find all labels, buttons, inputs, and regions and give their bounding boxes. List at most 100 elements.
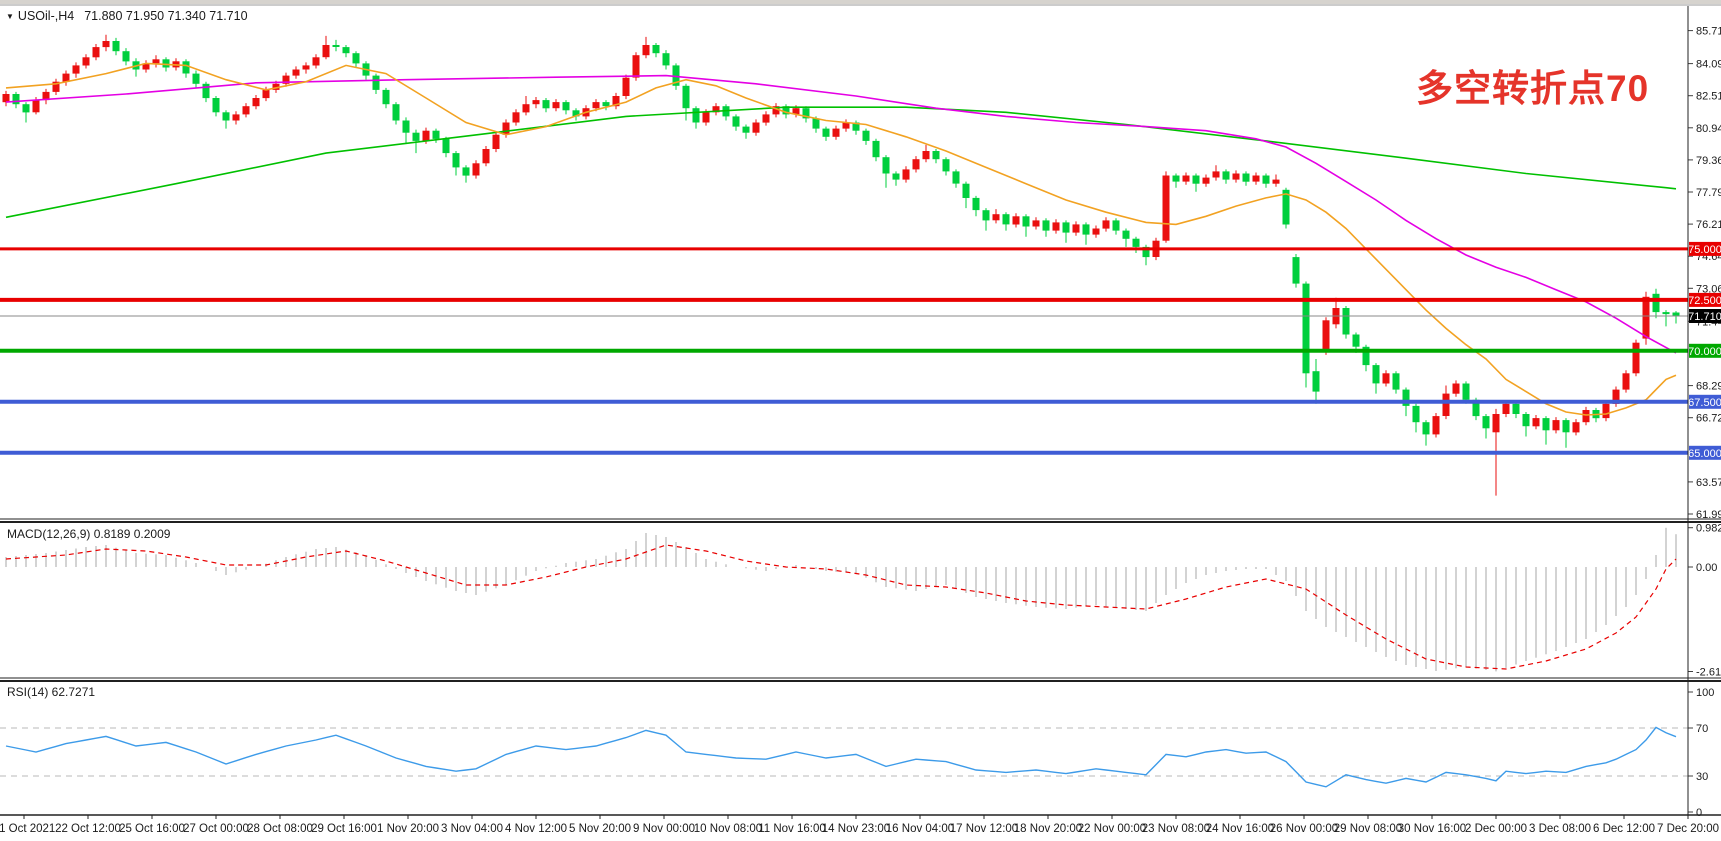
price-axis-label: 63.570 bbox=[1696, 477, 1721, 489]
candle-body bbox=[1662, 312, 1670, 315]
time-axis-label: 22 Nov 00:00 bbox=[1078, 823, 1146, 835]
candle-body bbox=[912, 159, 920, 170]
candle-body bbox=[1192, 175, 1200, 184]
candle-body bbox=[1272, 179, 1280, 184]
candle-body bbox=[1232, 173, 1240, 180]
candle-body bbox=[532, 100, 540, 105]
price-badge-label-71.710: 71.710 bbox=[1688, 311, 1721, 323]
price-axis-label: 76.215 bbox=[1696, 219, 1721, 231]
candle-body bbox=[462, 167, 470, 176]
candle-body bbox=[202, 83, 210, 99]
candle-body bbox=[812, 118, 820, 129]
candle-body bbox=[1022, 216, 1030, 227]
candle-body bbox=[1302, 283, 1310, 374]
candle-body bbox=[142, 63, 150, 70]
time-axis-label: 5 Nov 20:00 bbox=[569, 823, 631, 835]
rsi-indicator-label: RSI(14) 62.7271 bbox=[7, 685, 96, 699]
candle-body bbox=[1512, 403, 1520, 414]
candle-body bbox=[1382, 373, 1390, 384]
candle-body bbox=[1122, 230, 1130, 239]
candle-body bbox=[962, 183, 970, 198]
candle-body bbox=[1372, 365, 1380, 384]
time-axis-label: 2 Dec 00:00 bbox=[1465, 823, 1527, 835]
rsi-axis-label: 30 bbox=[1696, 771, 1708, 783]
time-axis-label: 24 Nov 16:00 bbox=[1206, 823, 1274, 835]
candle-body bbox=[1102, 220, 1110, 229]
candle-body bbox=[432, 130, 440, 139]
macd-axis-label: 0.9823 bbox=[1696, 523, 1721, 535]
candle-body bbox=[332, 45, 340, 47]
price-badge-67.500 bbox=[1689, 394, 1721, 409]
candle-body bbox=[1072, 224, 1080, 233]
candle-body bbox=[1242, 173, 1250, 182]
ma-fast-orange bbox=[5, 62, 1677, 416]
candle-body bbox=[92, 47, 100, 58]
price-axis-label: 85.710 bbox=[1696, 26, 1721, 38]
candle-body bbox=[1182, 175, 1190, 182]
time-axis-label: 4 Nov 12:00 bbox=[505, 823, 567, 835]
candle-body bbox=[1552, 420, 1560, 431]
candle-body bbox=[182, 61, 190, 74]
candle-body bbox=[242, 106, 250, 115]
candle-body bbox=[392, 104, 400, 121]
candle-body bbox=[1142, 246, 1150, 258]
candle-body bbox=[1342, 308, 1350, 335]
price-axis-label: 66.720 bbox=[1696, 413, 1721, 425]
candle-body bbox=[792, 108, 800, 115]
window-top-strip bbox=[0, 0, 1721, 4]
candle-body bbox=[1462, 383, 1470, 400]
time-axis-label: 23 Nov 08:00 bbox=[1142, 823, 1210, 835]
main-plot-area[interactable] bbox=[0, 6, 1688, 518]
price-axis-label: 68.295 bbox=[1696, 381, 1721, 393]
price-badge-65.000 bbox=[1689, 445, 1721, 460]
candle-body bbox=[82, 57, 90, 66]
candle-body bbox=[882, 157, 890, 174]
candle-body bbox=[312, 57, 320, 66]
candle-body bbox=[352, 53, 360, 64]
candle-body bbox=[442, 138, 450, 154]
price-axis-label: 79.365 bbox=[1696, 155, 1721, 167]
time-axis-label: 14 Nov 23:00 bbox=[822, 823, 890, 835]
rsi-plot-area[interactable] bbox=[0, 682, 1688, 814]
time-axis-label: 18 Nov 20:00 bbox=[1014, 823, 1082, 835]
candle-body bbox=[542, 100, 550, 109]
candle-body bbox=[1052, 222, 1060, 231]
candle-body bbox=[572, 110, 580, 117]
candle-body bbox=[982, 210, 990, 221]
candle-body bbox=[22, 104, 30, 113]
candle-body bbox=[1452, 383, 1460, 394]
macd-axis-label: 0.00 bbox=[1696, 562, 1717, 574]
time-axis-area[interactable] bbox=[0, 816, 1721, 841]
candle-body bbox=[1012, 216, 1020, 225]
candle-body bbox=[1212, 171, 1220, 178]
time-axis-label: 7 Dec 20:00 bbox=[1657, 823, 1719, 835]
candle-body bbox=[1502, 403, 1510, 414]
macd-signal-line bbox=[5, 544, 1677, 670]
candle-body bbox=[502, 122, 510, 135]
time-axis-label: 28 Oct 08:00 bbox=[247, 823, 313, 835]
candle-body bbox=[1062, 222, 1070, 233]
price-axis-label: 73.065 bbox=[1696, 283, 1721, 295]
time-axis-label: 29 Oct 16:00 bbox=[311, 823, 377, 835]
candle-body bbox=[32, 100, 40, 113]
time-axis-label: 16 Nov 04:00 bbox=[886, 823, 954, 835]
time-axis-label: 27 Oct 00:00 bbox=[183, 823, 249, 835]
candle-body bbox=[1112, 220, 1120, 231]
candle-body bbox=[862, 130, 870, 141]
macd-plot-area[interactable] bbox=[0, 523, 1688, 677]
candle-body bbox=[1652, 293, 1660, 313]
price-badge-75.000 bbox=[1689, 241, 1721, 256]
candle-body bbox=[902, 169, 910, 180]
candles-layer bbox=[2, 34, 1680, 496]
annotation-text: 多空转折点70 bbox=[1416, 68, 1650, 109]
candle-body bbox=[922, 151, 930, 160]
candle-body bbox=[1322, 320, 1330, 351]
candle-body bbox=[1222, 171, 1230, 180]
symbol-dropdown-icon[interactable]: ▼ bbox=[6, 12, 14, 21]
price-badge-label-67.500: 67.500 bbox=[1688, 397, 1721, 409]
time-axis-label: 29 Nov 08:00 bbox=[1334, 823, 1402, 835]
candle-body bbox=[422, 130, 430, 141]
price-badge-label-75.000: 75.000 bbox=[1688, 244, 1721, 256]
candle-body bbox=[282, 75, 290, 84]
